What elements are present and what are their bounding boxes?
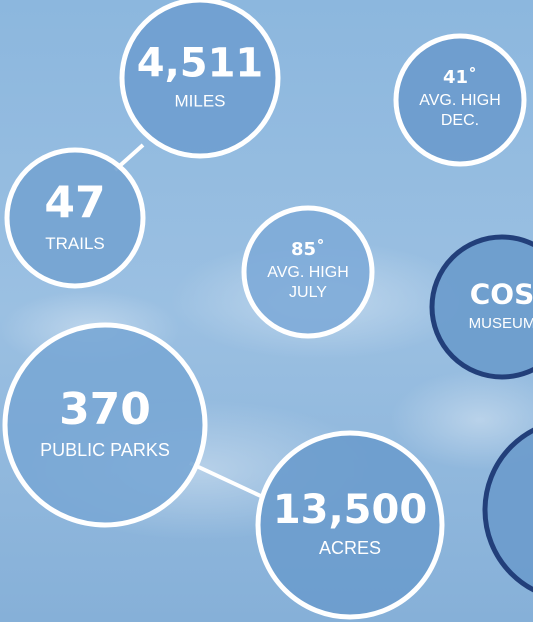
stat-label: AVG. HIGH — [267, 264, 349, 281]
stat-number: 85˚ — [291, 238, 325, 260]
stat-number: 4,511 — [137, 40, 264, 86]
stat-label: DEC. — [441, 112, 479, 129]
stat-label: PUBLIC PARKS — [40, 440, 170, 460]
infographic: 4,511 MILES 47 TRAILS 85˚ AVG. HIGH JULY 41˚ AVG… — [0, 0, 533, 622]
stat-label: JULY — [289, 284, 327, 301]
stat-label: MUSEUM — [469, 315, 533, 332]
stat-number: 47 — [44, 177, 105, 228]
stat-number: 370 — [59, 384, 151, 435]
stat-number: COS — [470, 278, 533, 311]
stat-label: MILES — [174, 91, 225, 110]
stat-label: AVG. HIGH — [419, 92, 501, 109]
stat-number: 13,500 — [273, 487, 427, 533]
stat-label: ACRES — [319, 538, 381, 558]
stat-number: 41˚ — [443, 66, 477, 88]
stat-label: TRAILS — [45, 234, 105, 253]
